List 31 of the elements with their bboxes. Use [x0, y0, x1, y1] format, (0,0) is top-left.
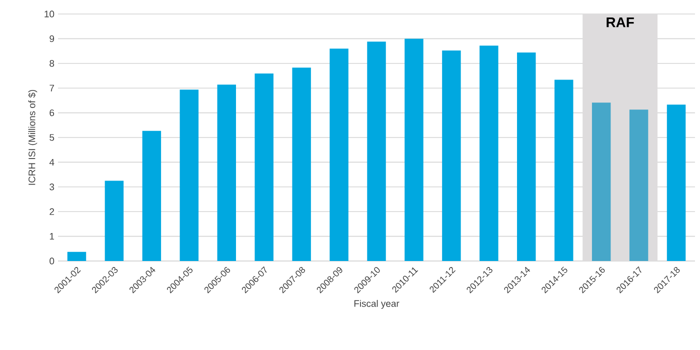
- bar: [666, 104, 686, 261]
- bar: [629, 110, 648, 261]
- bar: [404, 38, 424, 261]
- bar: [180, 90, 199, 261]
- bar: [67, 252, 86, 261]
- y-tick-label: 9: [50, 35, 54, 42]
- y-tick-label: 6: [50, 109, 54, 116]
- bar: [330, 48, 348, 261]
- bar: [142, 130, 162, 261]
- y-axis-title: ICRH ISI (Millions of $): [28, 90, 38, 185]
- bar: [442, 50, 461, 261]
- y-tick-label: 4: [49, 158, 54, 166]
- bar: [367, 42, 386, 261]
- bar: [480, 46, 498, 261]
- y-tick-label: 8: [50, 60, 54, 67]
- x-axis-title: Fiscal year: [354, 300, 400, 309]
- y-tick-label: 10: [44, 10, 54, 18]
- bar: [592, 102, 611, 261]
- y-tick-label: 7: [50, 84, 54, 92]
- bar: [104, 180, 124, 261]
- bar: [217, 84, 236, 261]
- band-label: RAF: [606, 18, 634, 28]
- bar: [517, 52, 536, 261]
- bar: [254, 74, 274, 261]
- y-tick-label: 2: [50, 208, 54, 215]
- y-tick-label: 1: [50, 233, 54, 240]
- y-tick-label: 3: [50, 184, 54, 190]
- y-tick-label: 0: [50, 258, 54, 264]
- bar: [292, 68, 311, 261]
- bar: [554, 80, 574, 261]
- y-tick-label: 5: [50, 134, 54, 141]
